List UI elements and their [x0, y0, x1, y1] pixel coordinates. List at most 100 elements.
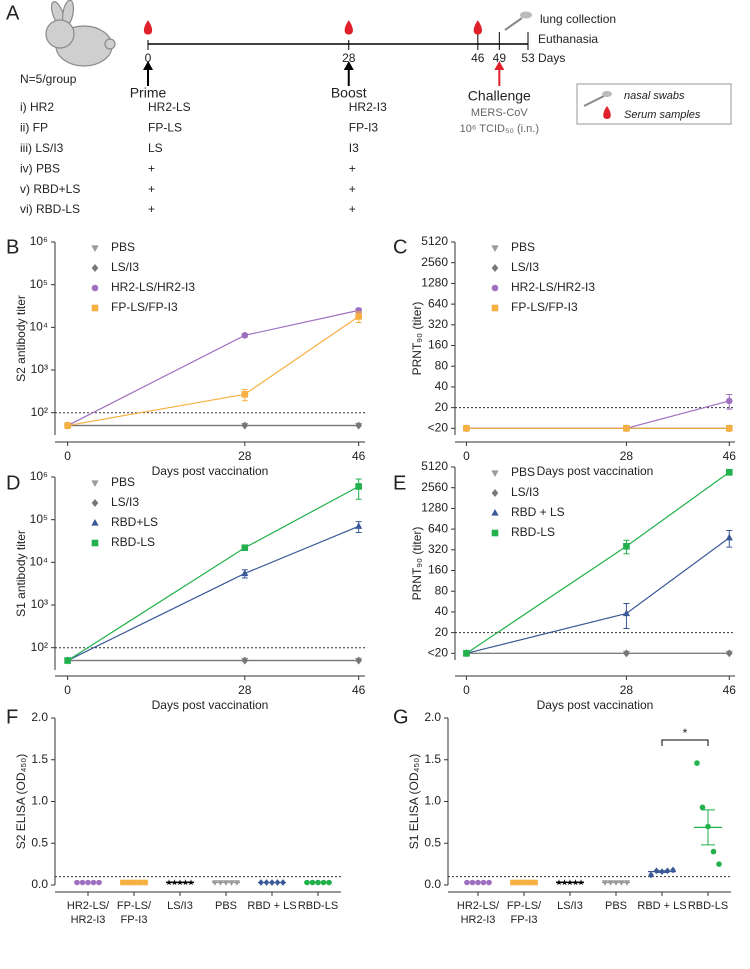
legend-marker	[91, 519, 99, 526]
x-tick-label: RBD + LS	[247, 900, 296, 912]
marker	[355, 522, 363, 529]
y-axis-label: PRNT₉₀ (titer)	[410, 527, 424, 601]
legend-label: PBS	[111, 475, 135, 489]
day-label: 0	[145, 51, 152, 65]
y-tick-label: 0.5	[31, 835, 48, 849]
x-tick-label: LS/I3	[557, 900, 583, 912]
prime-arrow-head	[143, 61, 153, 70]
group-name: i) HR2	[20, 100, 54, 114]
legend-label: LS/I3	[511, 260, 539, 274]
marker	[725, 425, 733, 432]
rabbit-icon	[45, 0, 116, 67]
group-prime: +	[148, 202, 155, 216]
marker	[694, 760, 700, 766]
y-axis-label: S1 antibody titer	[14, 530, 28, 617]
marker	[355, 421, 362, 430]
x-tick-label: 46	[723, 683, 737, 697]
legend-marker	[491, 529, 499, 537]
x-tick-label: 28	[620, 683, 634, 697]
y-tick-label: 80	[435, 358, 449, 372]
legend-label: LS/I3	[111, 260, 139, 274]
marker	[622, 609, 631, 617]
panel-letter: E	[393, 472, 406, 494]
x-tick-label: PBS	[215, 900, 237, 912]
challenge-label: MERS-CoV	[471, 107, 529, 119]
challenge-label: Challenge	[468, 88, 531, 104]
y-tick-label: 160	[428, 338, 448, 352]
y-axis-label: S2 antibody titer	[14, 295, 28, 382]
y-tick-label: 0.0	[424, 877, 441, 891]
marker	[355, 313, 362, 320]
y-tick-label: 10²	[31, 640, 48, 654]
lung-collection: lung collection	[540, 12, 616, 26]
group-boost: +	[349, 182, 356, 196]
y-tick-label: 0.0	[31, 877, 48, 891]
series-line	[466, 537, 730, 654]
group-prime: +	[148, 182, 155, 196]
y-tick-label: 10⁶	[30, 234, 48, 248]
group-boost: +	[349, 161, 356, 175]
sem-bar	[655, 870, 669, 873]
y-tick-label: 10⁴	[29, 555, 48, 569]
marker	[64, 422, 71, 429]
x-tick-label: FP-LS/FP-I3	[507, 900, 542, 926]
marker	[725, 649, 733, 658]
group-name: iii) LS/I3	[20, 141, 64, 155]
panel-letter: G	[393, 706, 409, 728]
swab-icon	[504, 11, 612, 107]
legend-marker	[491, 489, 499, 497]
day-label: 53	[521, 51, 535, 65]
series-line	[67, 315, 360, 427]
group-name: vi) RBD-LS	[20, 202, 80, 216]
legend-label: RBD-LS	[111, 535, 155, 549]
legend-label: HR2-LS/HR2-I3	[511, 280, 595, 294]
group-name: ii) FP	[20, 121, 48, 135]
y-tick-label: 80	[435, 583, 449, 597]
legend-label: LS/I3	[111, 495, 139, 509]
y-tick-label: 1.5	[424, 752, 441, 766]
legend-label: FP-LS/FP-I3	[111, 300, 178, 314]
x-tick-label: LS/I3	[167, 900, 193, 912]
legend-label: PBS	[511, 465, 535, 479]
y-tick-label: 10⁶	[30, 469, 48, 483]
marker	[64, 657, 71, 664]
challenge-label: 10⁶ TCID₅₀ (i.n.)	[460, 123, 539, 135]
y-tick-label: 5120	[421, 459, 448, 473]
y-tick-label: 2.0	[31, 710, 48, 724]
marker	[725, 533, 733, 541]
marker	[725, 397, 733, 405]
marker	[623, 542, 630, 550]
x-tick-label: FP-LS/FP-I3	[117, 900, 152, 926]
legend-serum: Serum samples	[624, 109, 701, 121]
legend-marker	[91, 245, 99, 252]
legend-box	[576, 83, 732, 125]
x-axis-label: Days post vaccination	[537, 698, 654, 712]
y-tick-label: 1280	[421, 501, 448, 515]
legend-label: PBS	[511, 240, 535, 254]
x-tick-label: RBD + LS	[637, 900, 686, 912]
marker	[670, 866, 676, 874]
y-tick-label: 40	[435, 379, 449, 393]
challenge-arrow-head	[494, 61, 505, 70]
series-line	[466, 400, 730, 429]
y-tick-label: <20	[428, 646, 449, 660]
legend-marker	[491, 264, 499, 272]
marker	[355, 483, 362, 490]
y-tick-label: 320	[428, 542, 448, 556]
x-axis-label: Days post vaccination	[152, 698, 269, 712]
series-line	[67, 309, 359, 427]
y-tick-label: 640	[428, 296, 448, 310]
legend-marker	[491, 470, 499, 477]
serum-drop	[143, 20, 153, 35]
day-label: 46	[471, 51, 485, 65]
legend-marker	[91, 264, 99, 272]
legend-marker	[91, 499, 99, 507]
group-boost: +	[349, 202, 356, 216]
marker	[241, 421, 249, 430]
y-axis-label: S1 ELISA (OD₄₅₀)	[407, 754, 421, 849]
marker	[241, 390, 249, 398]
legend-marker	[491, 284, 499, 292]
x-tick-label: RBD-LS	[298, 900, 338, 912]
legend-label: FP-LS/FP-I3	[511, 300, 578, 314]
